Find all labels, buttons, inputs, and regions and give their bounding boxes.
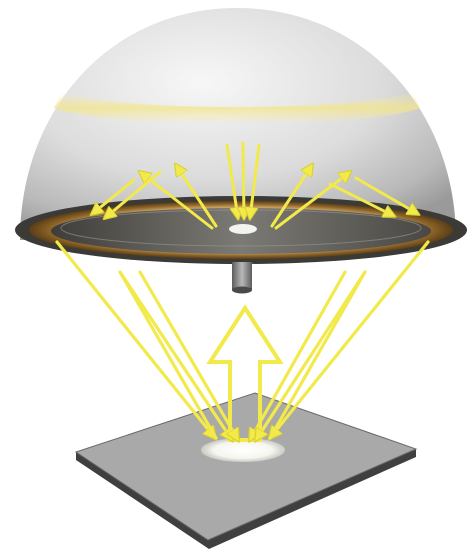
ray-left-mid — [118, 270, 218, 440]
center-stem — [232, 262, 252, 294]
ray-left-outer-out — [118, 270, 232, 440]
ray-dome-center-1 — [225, 143, 238, 218]
ray-right-outer-out — [256, 270, 367, 440]
ray-dome-right-3 — [354, 176, 418, 214]
scattered-rays-dome — [92, 141, 418, 230]
ray-dome-left-2 — [140, 172, 214, 230]
sample-plate — [74, 392, 418, 549]
ray-dome-center-2 — [243, 141, 244, 218]
ray-dome-right-1 — [270, 165, 312, 228]
ray-right-mid — [268, 270, 367, 440]
sample-plate-edge — [76, 449, 416, 549]
sample-plate-top — [74, 392, 418, 541]
ray-left-outer-in — [55, 240, 215, 438]
illuminated-spot — [201, 438, 285, 462]
dome-yellow-band — [54, 92, 420, 125]
ray-dome-right-4 — [328, 182, 394, 216]
plate-center-spot — [229, 224, 257, 234]
ray-right-inner — [250, 270, 347, 440]
collector-plate — [15, 196, 467, 264]
ray-dome-left-3 — [105, 170, 162, 218]
ray-dome-left-4 — [92, 178, 136, 214]
ray-dome-center-3 — [250, 143, 261, 218]
ray-dome-right-2 — [274, 172, 350, 230]
ray-dome-left-1 — [176, 165, 218, 228]
ray-left-inner — [138, 270, 238, 440]
scattered-rays-lower — [55, 240, 430, 440]
ray-right-outer-in — [270, 240, 430, 438]
